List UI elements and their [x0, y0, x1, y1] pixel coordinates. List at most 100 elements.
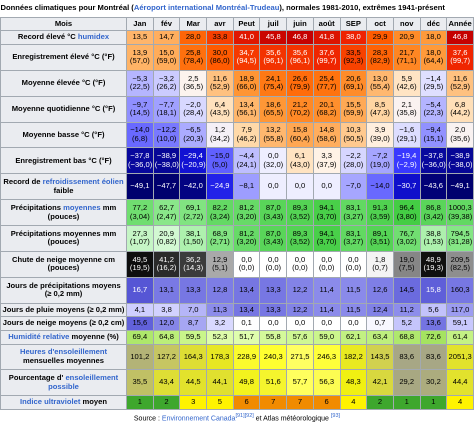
data-cell: 11,3 — [206, 302, 234, 318]
cell-value: 15,5 — [345, 99, 361, 109]
link[interactable]: Heures d'ensoleillement — [19, 347, 108, 357]
data-cell: 29,2 — [392, 369, 421, 397]
cell-fahrenheit: (52,9) — [209, 82, 230, 92]
cell-fahrenheit: (7,5) — [398, 263, 415, 273]
link[interactable]: moyennes — [63, 202, 101, 212]
cell-value: 6 — [324, 397, 329, 407]
data-row: Enregistrement bas °C (°F) −37,8 (−36,0) −3… — [0, 147, 474, 175]
text: moyenne (%) — [69, 331, 119, 341]
cell-value: 12,4 — [372, 304, 388, 314]
link[interactable]: humidex — [77, 32, 110, 42]
data-cell: 6 — [312, 395, 341, 410]
column-header: août — [312, 16, 341, 32]
cell-value: 11,2 — [399, 304, 414, 314]
data-cell: 33,8 — [206, 30, 234, 45]
link[interactable]: Aéroport international Montréal-Trudeau — [133, 2, 280, 12]
cell-fahrenheit: (43,5) — [209, 108, 230, 118]
cell-value: 37,6 — [319, 47, 335, 57]
data-cell: 15,6 — [126, 316, 154, 331]
cell-value: 11,6 — [453, 73, 468, 83]
cell-value: 89,3 — [292, 228, 308, 238]
data-cell: 18,0 (64,4) — [419, 43, 448, 71]
cell-value: 209,5 — [450, 254, 470, 264]
row-label: Record de refroidissement éolien faible — [0, 173, 127, 201]
data-cell: −14,0 (6,8) — [126, 121, 154, 149]
data-cell: 101,2 — [126, 343, 154, 371]
data-cell: 62,1 — [339, 329, 368, 345]
data-cell: 48,3 — [339, 369, 368, 397]
link[interactable]: ensoleillement possible — [48, 373, 119, 391]
cell-value: 11,4 — [319, 284, 334, 294]
cell-value: 89,3 — [292, 202, 308, 212]
link[interactable]: Indice ultraviolet — [20, 397, 81, 407]
cell-fahrenheit: (3,42) — [423, 211, 444, 221]
cell-value: 27,3 — [132, 228, 148, 238]
cell-fahrenheit: (2,71) — [209, 237, 230, 247]
cell-value: −5,3 — [132, 73, 148, 83]
data-cell: 12,4 — [366, 302, 394, 318]
cell-fahrenheit: (37,9) — [316, 159, 337, 169]
data-cell: 2,1 (35,8) — [392, 95, 421, 123]
cell-fahrenheit: (0,7) — [372, 263, 388, 273]
cell-fahrenheit: (3,52) — [290, 211, 310, 221]
cell-value: 0,0 — [348, 318, 359, 328]
cell-value: 12,0 — [159, 318, 174, 328]
data-cell: 3,8 — [152, 302, 181, 318]
citation[interactable]: [93] — [330, 413, 341, 419]
cell-value: 1 — [404, 397, 409, 407]
cell-value: 35,6 — [265, 47, 281, 57]
row-label: Humidité relative moyenne (%) — [0, 329, 127, 345]
link[interactable]: refroidissement éolien — [42, 177, 124, 187]
cell-value: 15,8 — [292, 125, 308, 135]
cell-value: 62,1 — [345, 331, 361, 341]
link[interactable]: Environnement Canada — [161, 415, 236, 423]
data-row: Jours de neige moyens (≥ 0,2 cm) 15,6 12,0… — [0, 316, 474, 331]
cell-value: 7,9 — [241, 125, 252, 135]
data-cell: 11,6 (52,9) — [206, 69, 234, 97]
data-cell: 7,9 (46,2) — [232, 121, 261, 149]
data-cell: 0,0 (32,0) — [259, 147, 288, 175]
cell-fahrenheit: (52,9) — [450, 82, 471, 92]
data-cell: 20,1 (68,2) — [312, 95, 341, 123]
data-cell: −1,6 (29,1) — [392, 121, 421, 149]
source-note: Source : Environnement Canada[91][92] et… — [0, 410, 474, 423]
cell-value: 46,8 — [292, 32, 308, 42]
cell-value: 29,2 — [399, 377, 415, 387]
cell-value: 20,1 — [319, 99, 335, 109]
data-cell: 18,6 (65,5) — [259, 95, 288, 123]
cell-fahrenheit: (26,2) — [156, 82, 177, 92]
cell-value: 143,5 — [370, 351, 390, 361]
data-cell: 49,8 — [232, 369, 261, 397]
cell-fahrenheit: (3,52) — [290, 237, 310, 247]
cell-value: 82,2 — [212, 202, 228, 212]
link[interactable]: Humidité relative — [8, 331, 70, 341]
citation[interactable]: [92] — [244, 413, 254, 419]
column-header: SEP — [339, 16, 368, 32]
data-cell: 12,2 — [286, 276, 314, 304]
cell-value: 0,0 — [268, 151, 279, 161]
cell-fahrenheit: (3,27) — [343, 211, 364, 221]
cell-value: −49,1 — [130, 181, 150, 191]
data-cell: 794,5 (31,28) — [446, 225, 474, 252]
cell-value: 228,9 — [237, 351, 257, 361]
cell-value: 38,0 — [345, 32, 361, 42]
text: Enregistrement bas °C (°F) — [15, 155, 112, 165]
data-cell: 127,2 — [152, 343, 181, 371]
cell-fahrenheit: (65,5) — [263, 108, 284, 118]
cell-fahrenheit: (32,0) — [263, 159, 284, 169]
cell-value: −15,0 — [210, 151, 230, 161]
cell-value: −30,7 — [397, 181, 417, 191]
data-cell: 5,9 (42,6) — [392, 69, 421, 97]
cell-value: −43,6 — [423, 181, 444, 191]
cell-value: −7,7 — [159, 99, 175, 109]
data-cell: 117,0 — [446, 302, 474, 318]
citation[interactable]: [91] — [235, 413, 245, 419]
cell-value: 33,5 — [345, 47, 361, 57]
cell-fahrenheit: (82,9) — [370, 56, 390, 66]
cell-fahrenheit: (28,4) — [183, 108, 204, 118]
data-cell: −30,7 — [392, 173, 421, 201]
text: Enregistrement élevé °C (°F) — [12, 52, 115, 62]
row-label: Moyenne basse °C (°F) — [0, 121, 127, 149]
data-cell: 5,6 — [419, 302, 448, 318]
